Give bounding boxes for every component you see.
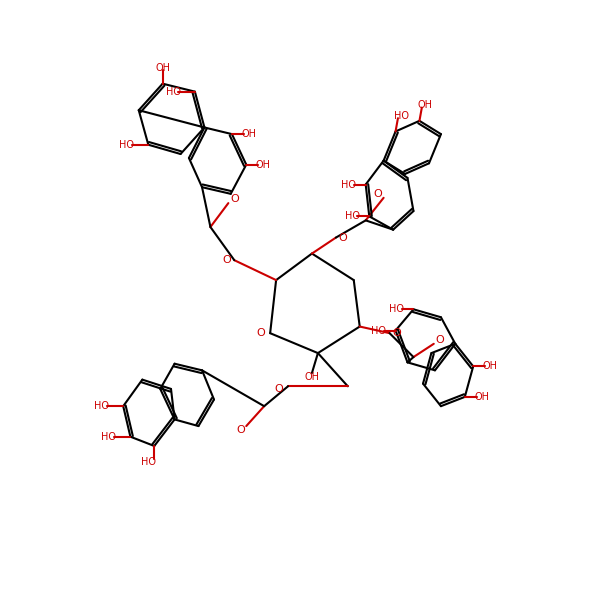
Text: HO: HO bbox=[141, 457, 156, 467]
Text: OH: OH bbox=[474, 392, 489, 402]
Text: HO: HO bbox=[389, 304, 404, 314]
Text: OH: OH bbox=[241, 129, 256, 139]
Text: HO: HO bbox=[119, 140, 134, 150]
Text: OH: OH bbox=[418, 100, 433, 110]
Text: O: O bbox=[256, 328, 265, 338]
Text: OH: OH bbox=[304, 372, 319, 382]
Text: O: O bbox=[236, 425, 245, 435]
Text: O: O bbox=[436, 335, 444, 345]
Text: O: O bbox=[373, 189, 382, 199]
Text: OH: OH bbox=[482, 361, 497, 371]
Text: HO: HO bbox=[166, 86, 181, 97]
Text: HO: HO bbox=[94, 401, 109, 411]
Text: HO: HO bbox=[101, 431, 116, 442]
Text: O: O bbox=[274, 384, 283, 394]
Text: HO: HO bbox=[341, 179, 356, 190]
Text: O: O bbox=[230, 194, 239, 204]
Text: OH: OH bbox=[155, 63, 170, 73]
Text: HO: HO bbox=[394, 110, 409, 121]
Text: OH: OH bbox=[256, 160, 271, 170]
Text: HO: HO bbox=[345, 211, 360, 221]
Text: O: O bbox=[223, 255, 232, 265]
Text: HO: HO bbox=[371, 326, 386, 335]
Text: O: O bbox=[338, 233, 347, 242]
Text: O: O bbox=[392, 328, 401, 338]
